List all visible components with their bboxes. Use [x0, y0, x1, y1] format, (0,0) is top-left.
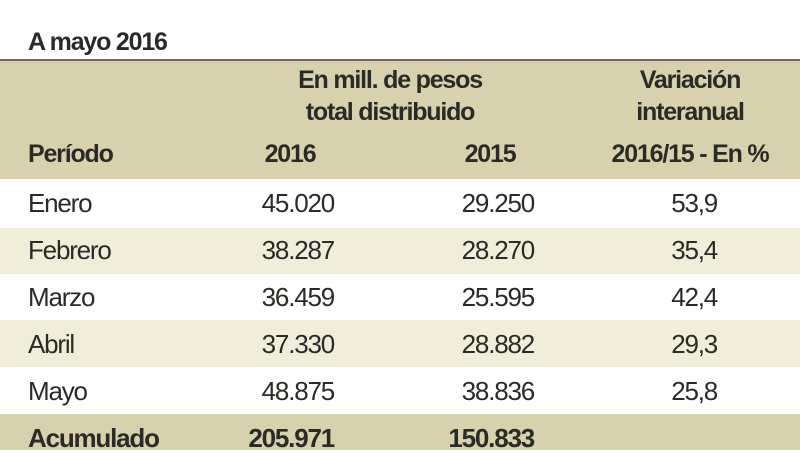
top-rule: [0, 59, 800, 61]
cell-periodo: Abril: [28, 329, 75, 359]
cell-2016: 37.330: [261, 329, 336, 359]
cell-variation: 35,4: [671, 235, 718, 265]
header-group-line2: total distribuido: [305, 98, 476, 126]
cell-2016: 45.020: [261, 188, 336, 218]
cell-variation: 29,3: [671, 329, 718, 359]
header-variation-line1: Variación: [639, 66, 742, 94]
cell-variation: 25,8: [671, 376, 718, 406]
header-variation-line3: 2016/15 - En %: [611, 140, 770, 168]
cell-2015: 28.882: [461, 329, 536, 359]
total-label: Acumulado: [28, 423, 160, 453]
cell-periodo: Febrero: [28, 235, 112, 265]
cell-2016: 36.459: [261, 282, 336, 312]
header-group-line1: En mill. de pesos: [298, 66, 483, 94]
cell-periodo: Mayo: [28, 376, 88, 406]
row-band: [0, 228, 800, 274]
header-periodo: Período: [28, 140, 114, 168]
table-title: A mayo 2016: [28, 28, 168, 56]
cell-2015: 38.836: [461, 376, 536, 406]
cell-2015: 25.595: [461, 282, 536, 312]
cell-periodo: Enero: [28, 188, 93, 218]
row-band: [0, 320, 800, 367]
header-2016: 2016: [264, 140, 317, 168]
cell-variation: 53,9: [671, 188, 718, 218]
cell-2016: 48.875: [261, 376, 336, 406]
cell-periodo: Marzo: [28, 282, 95, 312]
total-2016: 205.971: [248, 423, 335, 453]
cell-2016: 38.287: [261, 235, 336, 265]
header-variation-line2: interanual: [636, 98, 745, 126]
header-2015: 2015: [464, 140, 517, 168]
total-row-band: [0, 414, 800, 450]
total-2015: 150.833: [448, 423, 535, 453]
cell-variation: 42,4: [671, 282, 718, 312]
cell-2015: 28.270: [461, 235, 536, 265]
cell-2015: 29.250: [461, 188, 536, 218]
table-header: [0, 61, 800, 179]
